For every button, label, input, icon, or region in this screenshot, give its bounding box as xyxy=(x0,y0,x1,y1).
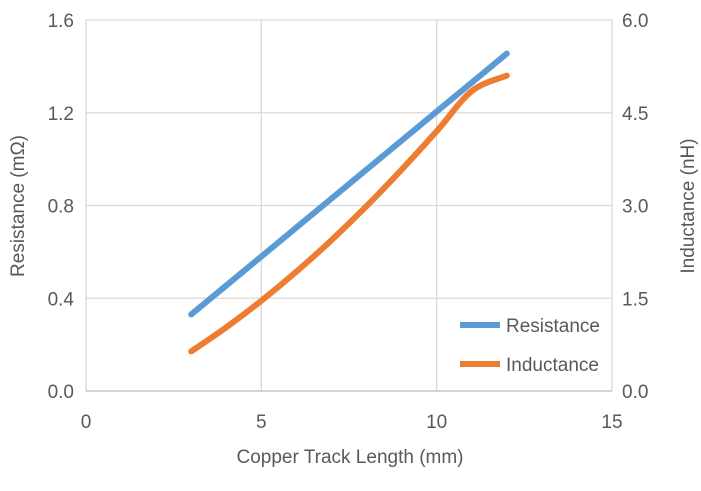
left-axis-ticks: 0.0 0.4 0.8 1.2 1.6 xyxy=(48,11,75,403)
series-line-resistance xyxy=(188,50,510,318)
right-axis-tick-label: 4.5 xyxy=(622,104,648,125)
series-line-inductance xyxy=(188,72,510,355)
legend: Resistance Inductance xyxy=(460,316,600,376)
right-axis-title: Inductance (nH) xyxy=(678,138,699,273)
right-axis-tick-label: 0.0 xyxy=(622,382,648,403)
left-axis-tick-label: 0.4 xyxy=(48,289,75,310)
x-axis-tick-label: 0 xyxy=(81,412,92,433)
series-layer xyxy=(188,50,510,355)
right-axis-ticks: 0.0 1.5 3.0 4.5 6.0 xyxy=(622,11,648,403)
left-axis-title: Resistance (mΩ) xyxy=(8,135,29,277)
x-axis-tick-label: 5 xyxy=(256,412,267,433)
legend-label-inductance: Inductance xyxy=(506,355,599,376)
x-axis-tick-label: 10 xyxy=(426,412,447,433)
right-axis-tick-label: 1.5 xyxy=(622,289,648,310)
gridlines xyxy=(85,19,613,392)
left-axis-tick-label: 1.6 xyxy=(48,11,74,32)
x-axis-title: Copper Track Length (mm) xyxy=(236,447,463,468)
right-axis-tick-label: 3.0 xyxy=(622,197,648,218)
right-axis-tick-label: 6.0 xyxy=(622,11,648,32)
left-axis-tick-label: 1.2 xyxy=(48,104,74,125)
x-axis-ticks: 0 5 10 15 xyxy=(81,412,623,433)
x-axis-tick-label: 15 xyxy=(601,412,622,433)
left-axis-tick-label: 0.0 xyxy=(48,382,74,403)
legend-label-resistance: Resistance xyxy=(506,316,600,337)
left-axis-tick-label: 0.8 xyxy=(48,197,74,218)
